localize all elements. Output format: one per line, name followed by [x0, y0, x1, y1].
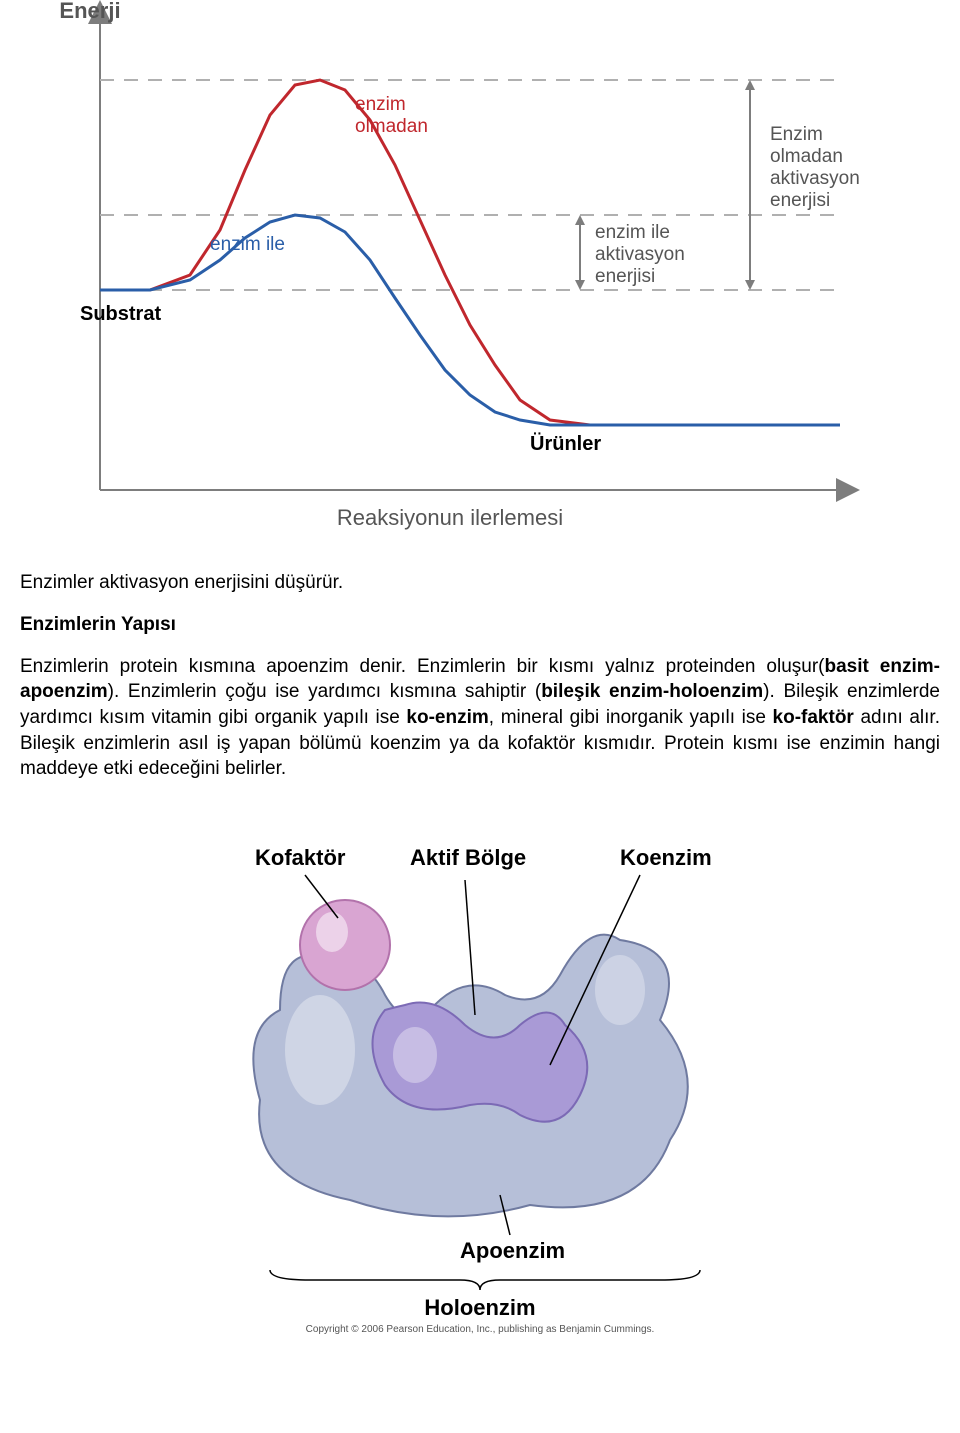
without-enzyme-label: enzim olmadan: [355, 94, 428, 137]
heading-enzyme-structure: Enzimlerin Yapısı: [20, 614, 940, 636]
holoenzyme-diagram: Kofaktör Aktif Bölge Koenzim Apoenzim Ho…: [160, 800, 800, 1335]
chart-svg: Enerji Reaksiyonun ilerlemesi Substrat Ü…: [20, 0, 880, 540]
diagram-svg: Kofaktör Aktif Bölge Koenzim Apoenzim Ho…: [160, 800, 800, 1320]
paragraph-2: Enzimlerin protein kısmına apoenzim deni…: [20, 654, 940, 782]
bold-term: ko-faktör: [773, 707, 854, 728]
y-axis-label: Enerji: [59, 0, 120, 23]
brace: [270, 1270, 700, 1290]
activation-energy-chart: Enerji Reaksiyonun ilerlemesi Substrat Ü…: [20, 0, 880, 540]
label-apoenzim: Apoenzim: [460, 1238, 565, 1263]
activation-with-label: enzim ile aktivasyon enerjisi: [595, 222, 690, 287]
label-koenzim: Koenzim: [620, 845, 712, 870]
bold-term: ko-enzim: [406, 707, 488, 728]
label-kofaktor: Kofaktör: [255, 845, 346, 870]
label-aktif-bolge: Aktif Bölge: [410, 845, 526, 870]
bold-term: bileşik enzim-holoenzim: [541, 681, 763, 702]
with-enzyme-label: enzim ile: [210, 234, 285, 255]
label-holoenzim: Holoenzim: [424, 1295, 535, 1320]
x-axis-label: Reaksiyonun ilerlemesi: [337, 505, 563, 530]
activation-without-label: Enzim olmadan aktivasyon enerjisi: [770, 124, 865, 211]
cofactor-shape: [300, 900, 390, 990]
text-run: , mineral gibi inorganik yapılı ise: [489, 707, 773, 728]
substrate-label: Substrat: [80, 303, 161, 325]
text-run: Enzimlerin protein kısmına apoenzim deni…: [20, 656, 825, 677]
text-run: ). Enzimlerin çoğu ise yardımcı kısmına …: [108, 681, 542, 702]
paragraph-1: Enzimler aktivasyon enerjisini düşürür.: [20, 570, 940, 596]
copyright-text: Copyright © 2006 Pearson Education, Inc.…: [160, 1324, 800, 1335]
products-label: Ürünler: [530, 432, 601, 455]
